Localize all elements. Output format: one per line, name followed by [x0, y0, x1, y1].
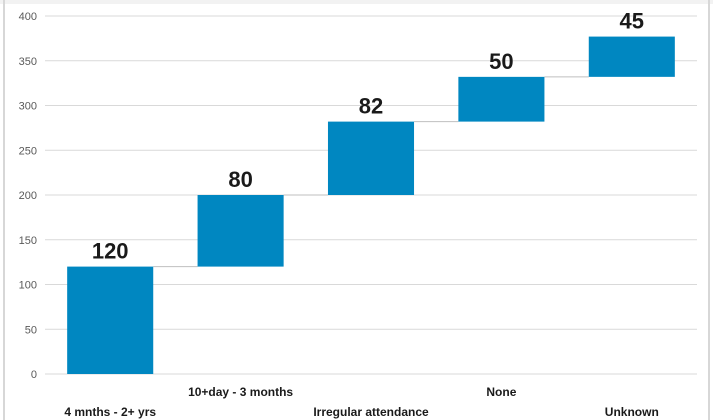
category-label: None	[486, 385, 516, 399]
y-tick-label: 100	[19, 280, 37, 292]
right-border	[708, 0, 710, 420]
data-label: 45	[620, 9, 644, 34]
data-label: 50	[489, 49, 513, 74]
y-tick-label: 300	[19, 101, 37, 113]
left-border	[3, 0, 5, 420]
y-tick-label: 150	[19, 235, 37, 247]
data-label: 80	[228, 167, 252, 192]
y-tick-label: 200	[19, 190, 37, 202]
y-tick-label: 250	[19, 145, 37, 157]
category-label: Unknown	[605, 405, 659, 419]
data-labels: 120 80 82 50 45	[92, 9, 644, 264]
data-label: 120	[92, 239, 129, 264]
category-label: Irregular attendance	[313, 405, 429, 419]
y-tick-label: 0	[31, 369, 37, 381]
bar-4	[458, 76, 545, 122]
y-axis: 0 50 100 150 200 250 300 350 400	[19, 11, 37, 381]
x-axis: 4 mnths - 2+ yrs 10+day - 3 months Irregul…	[64, 385, 658, 419]
bar-5	[588, 36, 675, 77]
bar-2	[197, 195, 284, 267]
y-tick-label: 350	[19, 56, 37, 68]
top-strip	[0, 0, 713, 4]
connector-lines	[153, 76, 589, 268]
y-tick-label: 50	[25, 324, 37, 336]
bar-3	[327, 121, 415, 195]
category-label: 4 mnths - 2+ yrs	[64, 405, 156, 419]
y-tick-label: 400	[19, 11, 37, 23]
category-label: 10+day - 3 months	[188, 385, 293, 399]
data-label: 82	[359, 94, 383, 119]
bar-1	[67, 266, 154, 374]
bars	[67, 36, 675, 374]
